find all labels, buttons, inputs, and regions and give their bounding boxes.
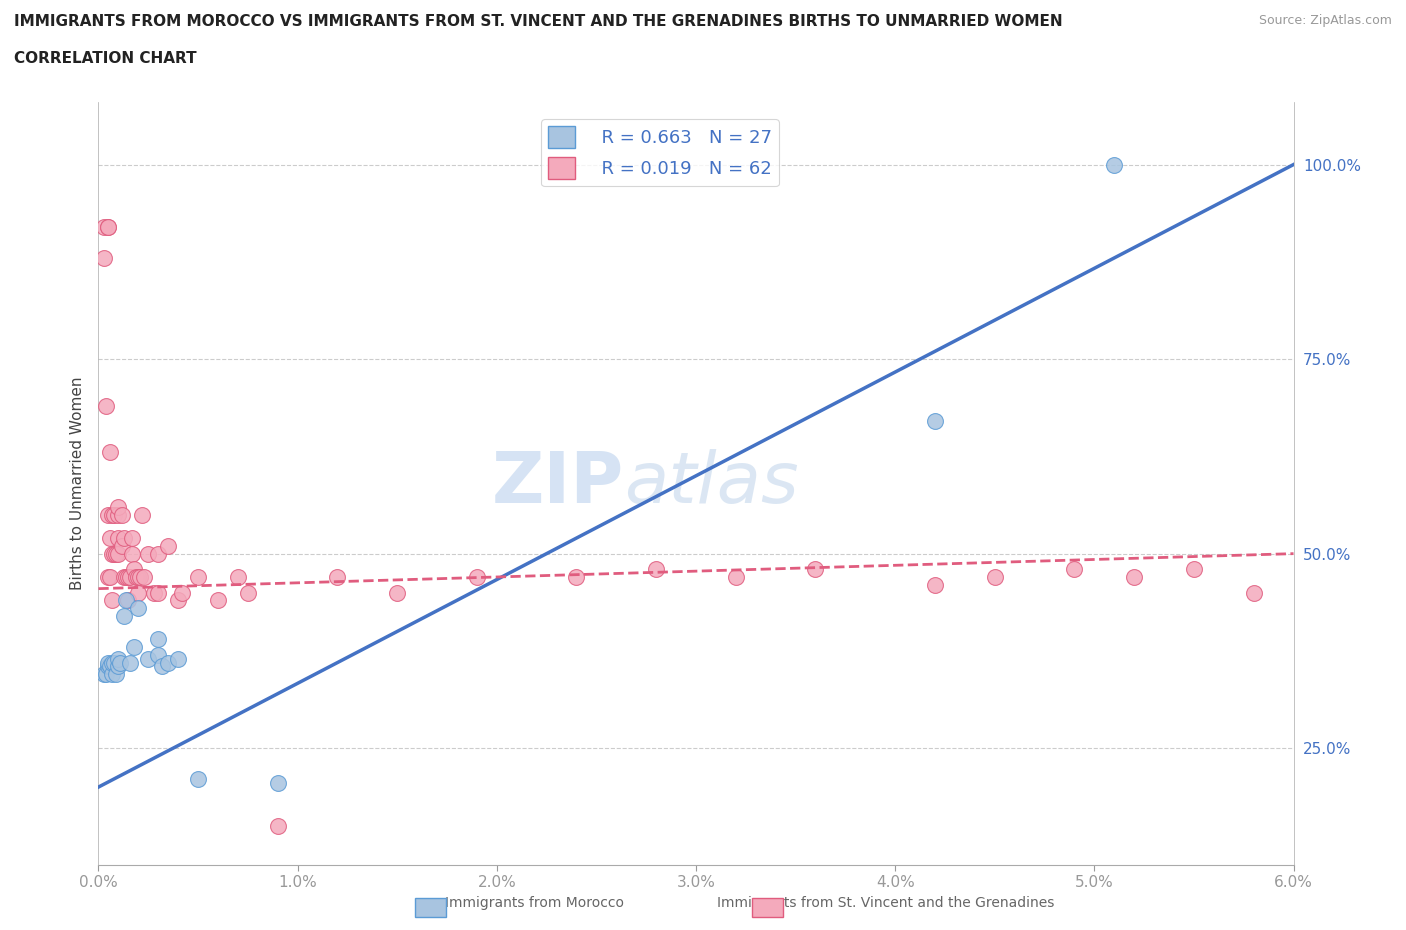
Point [148,585,170,600]
Point [131,507,153,522]
Point [724,569,747,584]
Point [127,601,149,616]
Point [112,608,135,623]
Point [121,531,143,546]
Point [97,659,120,674]
Point [93,667,115,682]
Point [107,659,129,674]
Point [148,546,170,561]
Text: Source: ZipAtlas.com: Source: ZipAtlas.com [1258,14,1392,27]
Point [107,651,129,666]
Point [103,507,125,522]
Point [187,772,209,787]
Point [385,585,409,600]
Point [97,219,120,234]
Legend:   R = 0.663   N = 27,   R = 0.019   N = 62: R = 0.663 N = 27, R = 0.019 N = 62 [541,119,779,187]
Point [565,569,588,584]
Point [120,569,142,584]
Point [117,569,139,584]
Point [112,569,135,584]
Point [804,562,827,577]
Point [115,593,138,608]
Point [143,585,166,600]
Point [97,219,120,234]
Point [267,818,290,833]
Point [148,631,170,646]
Point [115,569,138,584]
Point [136,546,159,561]
Point [267,776,290,790]
Point [645,562,668,577]
Point [1182,562,1205,577]
Point [1243,585,1265,600]
Point [125,569,148,584]
Point [226,569,249,584]
Point [465,569,488,584]
Point [167,651,190,666]
Point [93,250,115,265]
Point [207,593,229,608]
Point [97,507,120,522]
Point [984,569,1007,584]
Point [124,640,146,655]
Point [1063,562,1085,577]
Point [924,414,946,429]
Y-axis label: Births to Unmarried Women: Births to Unmarried Women [69,377,84,591]
Point [148,647,170,662]
Point [1123,569,1146,584]
Point [187,569,209,584]
Point [136,651,159,666]
Point [101,593,124,608]
Text: CORRELATION CHART: CORRELATION CHART [14,51,197,66]
Point [111,507,134,522]
Point [101,667,124,682]
Point [98,659,122,674]
Point [96,667,118,682]
Point [150,659,173,674]
Point [124,562,146,577]
Point [924,578,946,592]
Text: atlas: atlas [624,449,799,518]
Point [236,585,259,600]
Point [103,546,125,561]
Point [107,531,129,546]
Point [121,546,143,561]
Point [157,655,180,670]
Point [105,667,128,682]
Point [93,219,115,234]
Point [326,569,349,584]
Point [157,538,180,553]
Text: Immigrants from Morocco: Immigrants from Morocco [444,896,624,910]
Point [111,538,134,553]
Point [101,546,124,561]
Text: Immigrants from St. Vincent and the Grenadines: Immigrants from St. Vincent and the Gren… [717,896,1054,910]
Point [97,569,120,584]
Point [103,655,125,670]
Point [120,655,142,670]
Point [98,569,122,584]
Point [167,593,190,608]
Point [107,507,129,522]
Point [101,655,124,670]
Point [107,546,129,561]
Point [129,569,152,584]
Point [101,507,124,522]
Point [107,499,129,514]
Point [1104,157,1126,172]
Point [98,445,122,460]
Point [97,655,120,670]
Point [172,585,194,600]
Point [105,546,128,561]
Point [127,569,149,584]
Point [112,531,135,546]
Text: IMMIGRANTS FROM MOROCCO VS IMMIGRANTS FROM ST. VINCENT AND THE GRENADINES BIRTHS: IMMIGRANTS FROM MOROCCO VS IMMIGRANTS FR… [14,14,1063,29]
Point [134,569,156,584]
Point [110,655,132,670]
Point [117,593,139,608]
Point [127,585,149,600]
Point [96,398,118,413]
Point [98,531,122,546]
Text: ZIP: ZIP [492,449,624,518]
